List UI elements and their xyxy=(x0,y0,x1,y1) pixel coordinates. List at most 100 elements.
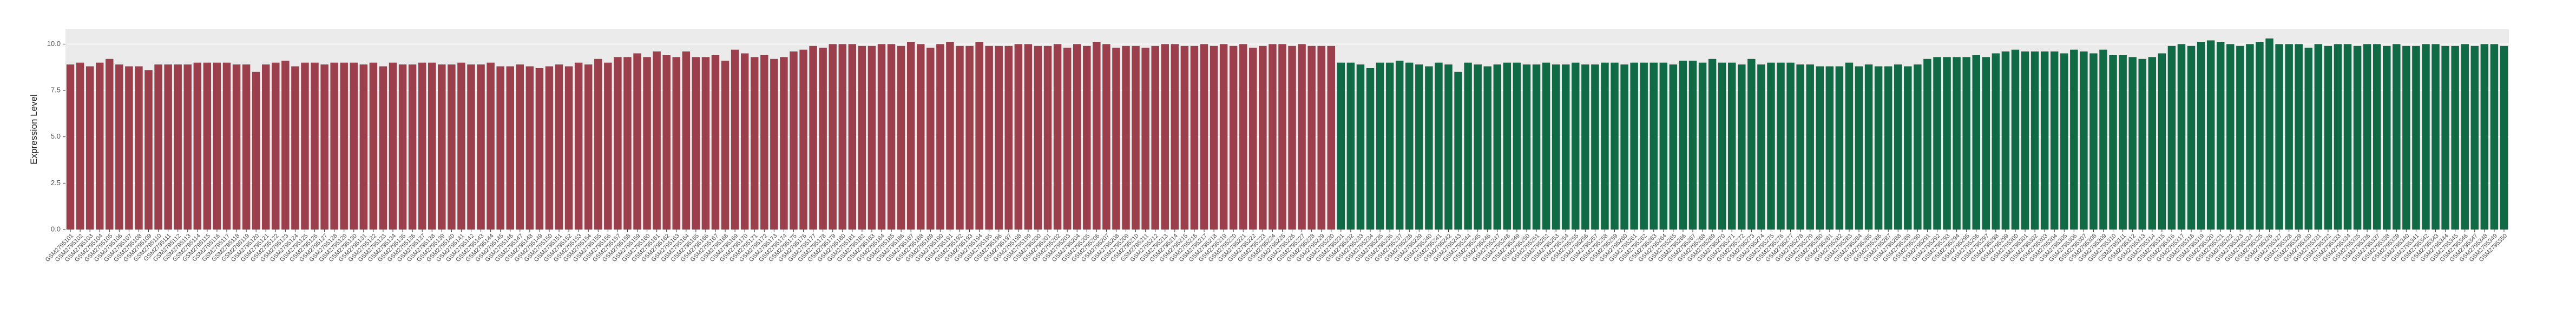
bar xyxy=(877,44,886,230)
bar xyxy=(770,58,778,230)
bar xyxy=(1992,53,2000,230)
bar xyxy=(682,51,691,230)
bar xyxy=(2402,45,2410,230)
bar xyxy=(692,57,700,230)
bar xyxy=(995,45,1003,230)
bar xyxy=(272,62,280,230)
bar xyxy=(1855,66,1863,230)
bar xyxy=(1112,48,1120,230)
bar xyxy=(1435,62,1443,230)
bar xyxy=(1385,62,1394,230)
bar xyxy=(2080,51,2088,230)
bar xyxy=(2285,44,2293,230)
bar xyxy=(183,64,192,230)
bar xyxy=(535,68,544,230)
bar xyxy=(1708,58,1717,230)
bar xyxy=(1415,64,1423,230)
bar xyxy=(2334,44,2342,230)
bar xyxy=(2187,45,2196,230)
bar xyxy=(1200,44,1208,230)
bar xyxy=(222,62,231,230)
bar xyxy=(1034,45,1042,230)
bar xyxy=(1825,66,1834,230)
bar xyxy=(1923,58,1931,230)
bar xyxy=(95,62,104,230)
bar xyxy=(350,62,358,230)
bar xyxy=(496,66,504,230)
bar xyxy=(1151,45,1159,230)
y-tick-label: 2.5 xyxy=(51,179,61,187)
bar xyxy=(2030,51,2039,230)
bar xyxy=(1532,64,1541,230)
bar xyxy=(965,45,974,230)
bar xyxy=(1249,48,1257,230)
bar xyxy=(2138,58,2146,230)
bar xyxy=(379,66,387,230)
bar xyxy=(1914,64,1922,230)
bar xyxy=(2363,44,2371,230)
bar xyxy=(1288,45,1296,230)
bar xyxy=(1688,61,1697,230)
bar xyxy=(838,44,846,230)
bar xyxy=(1239,44,1247,230)
bar xyxy=(1561,64,1570,230)
bar xyxy=(1640,62,1648,230)
bar xyxy=(1366,68,1375,230)
bar xyxy=(2021,51,2029,230)
bar xyxy=(1190,45,1199,230)
bar xyxy=(2393,44,2401,230)
bar xyxy=(1161,44,1169,230)
bar xyxy=(936,44,944,230)
bar xyxy=(457,62,465,230)
bar xyxy=(1982,57,1990,230)
bar xyxy=(1767,62,1775,230)
bar xyxy=(946,42,954,230)
bar xyxy=(1259,45,1267,230)
bar xyxy=(418,62,426,230)
bar xyxy=(917,44,925,230)
bar xyxy=(1376,62,1384,230)
bar xyxy=(790,51,798,230)
bar xyxy=(525,66,534,230)
y-axis-title: Expression Level xyxy=(29,94,39,164)
bar xyxy=(2422,44,2430,230)
bar xyxy=(1454,71,1462,230)
bar xyxy=(555,64,563,230)
bar xyxy=(1083,45,1091,230)
bar xyxy=(408,64,417,230)
bar xyxy=(1337,62,1345,230)
bar xyxy=(2050,51,2059,230)
bar xyxy=(66,64,75,230)
bar xyxy=(975,42,983,230)
bar xyxy=(2177,44,2186,230)
bar xyxy=(906,42,915,230)
bar xyxy=(819,48,827,230)
bar xyxy=(262,64,270,230)
bar xyxy=(1796,64,1804,230)
bar xyxy=(2040,51,2049,230)
bar xyxy=(1425,66,1433,230)
bar xyxy=(2070,49,2078,230)
bar xyxy=(858,45,866,230)
bar xyxy=(1845,62,1854,230)
bar xyxy=(1219,44,1228,230)
bar xyxy=(1835,66,1844,230)
bar xyxy=(1093,42,1101,230)
bar xyxy=(2246,44,2254,230)
bar xyxy=(1884,66,1892,230)
bar xyxy=(594,58,602,230)
bar xyxy=(604,62,612,230)
y-tick-label: 7.5 xyxy=(51,86,61,94)
bar xyxy=(164,64,172,230)
bar xyxy=(516,64,524,230)
bar xyxy=(731,49,739,230)
bar xyxy=(1874,66,1883,230)
bar xyxy=(564,66,573,230)
bar xyxy=(751,57,759,230)
bar xyxy=(1777,62,1785,230)
bar xyxy=(633,53,641,230)
bar xyxy=(956,45,964,230)
y-tick-label: 5.0 xyxy=(51,132,61,140)
bar xyxy=(829,44,837,230)
bar xyxy=(848,44,857,230)
